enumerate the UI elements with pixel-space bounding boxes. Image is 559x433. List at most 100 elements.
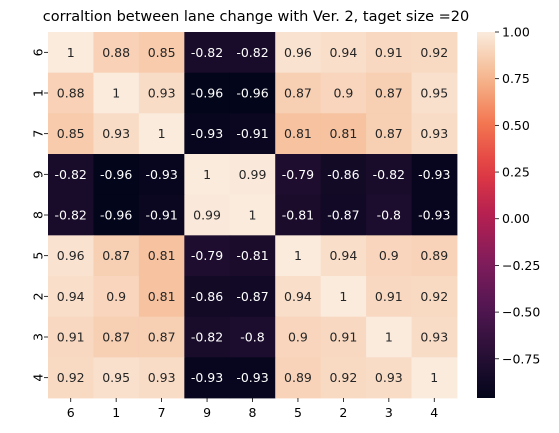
cell-value-label: 0.94 [329, 248, 357, 263]
y-tick-label: 4 [30, 374, 45, 382]
heatmap-cell [138, 357, 185, 399]
cell-value-label: 0.88 [57, 86, 85, 101]
heatmap-cell [93, 154, 140, 196]
cell-value-label: 0.88 [102, 45, 130, 60]
heatmap-cell [320, 357, 367, 399]
heatmap-cell [93, 113, 140, 155]
heatmap-cell [48, 357, 94, 399]
cell-value-label: 0.81 [284, 126, 312, 141]
heatmap-cell [48, 316, 94, 358]
heatmap-cell [411, 357, 458, 399]
heatmap-cell [184, 235, 231, 277]
cell-value-label: 0.85 [57, 126, 85, 141]
x-tick-label: 3 [385, 405, 393, 420]
heatmap-cell [229, 113, 276, 155]
cell-value-label: 0.99 [193, 208, 221, 223]
cell-value-label: 0.9 [333, 86, 353, 101]
cell-value-label: 0.91 [375, 45, 403, 60]
cell-value-label: 0.9 [106, 289, 126, 304]
cell-value-label: -0.93 [191, 126, 223, 141]
cell-value-label: -0.96 [100, 208, 132, 223]
heatmap-cell [411, 276, 458, 318]
heatmap-cell [48, 154, 94, 196]
heatmap-cell [366, 72, 412, 114]
cell-value-label: 0.87 [375, 126, 403, 141]
heatmap-cell [138, 276, 185, 318]
x-tick-label: 4 [430, 405, 438, 420]
heatmap-cell [229, 194, 276, 236]
heatmap-cell [366, 194, 412, 236]
heatmap-cell [229, 235, 276, 277]
cell-value-label: 0.87 [102, 248, 130, 263]
cell-value-label: 0.9 [288, 330, 308, 345]
colorbar-axis: 1.00 0.75 0.50 0.25 0.00 −0.25 −0.50 −0.75 [495, 25, 540, 366]
heatmap-cell [366, 276, 412, 318]
cell-value-label: 0.91 [375, 289, 403, 304]
heatmap-cell [275, 357, 322, 399]
cell-value-label: 0.91 [57, 330, 85, 345]
cell-value-label: 0.92 [57, 370, 85, 385]
cell-value-label: 1 [203, 167, 211, 182]
cell-value-label: 0.85 [148, 45, 176, 60]
cell-value-label: -0.87 [327, 208, 359, 223]
colorbar-tick-label: −0.75 [502, 351, 540, 366]
cell-value-label: -0.96 [236, 86, 268, 101]
heatmap-cell [138, 32, 185, 74]
heatmap-cell [275, 113, 322, 155]
cell-value-label: 0.87 [375, 86, 403, 101]
heatmap-cell [93, 72, 140, 114]
y-tick-label: 9 [30, 170, 45, 178]
heatmap-cell [48, 32, 94, 74]
cell-value-label: 0.93 [375, 370, 403, 385]
cell-value-label: -0.81 [282, 208, 314, 223]
colorbar-tick-label: 0.25 [502, 165, 530, 180]
colorbar-tick-label: 0.50 [502, 118, 530, 133]
cell-value-label: 0.81 [148, 289, 176, 304]
heatmap-cell [320, 235, 367, 277]
cell-value-label: -0.81 [236, 248, 268, 263]
heatmap-cell [366, 235, 412, 277]
heatmap-cell [184, 357, 231, 399]
cell-value-label: 0.93 [148, 86, 176, 101]
heatmap-cell [184, 32, 231, 74]
cell-value-label: -0.8 [240, 330, 264, 345]
cell-value-label: 0.99 [239, 167, 267, 182]
heatmap-cell [184, 154, 231, 196]
x-tick-label: 5 [294, 405, 302, 420]
heatmap-cell [411, 113, 458, 155]
heatmap-cell [184, 316, 231, 358]
cell-value-label: -0.93 [236, 370, 268, 385]
heatmap-cell [275, 154, 322, 196]
colorbar-tick-label: −0.50 [502, 305, 540, 320]
heatmap-cell [48, 235, 94, 277]
cell-value-label: -0.96 [191, 86, 223, 101]
cell-value-label: 1 [158, 126, 166, 141]
cell-value-label: -0.91 [145, 208, 177, 223]
heatmap-cell [411, 32, 458, 74]
heatmap-cell [320, 276, 367, 318]
cell-value-label: -0.93 [418, 208, 450, 223]
heatmap-cell [138, 235, 185, 277]
heatmap-cell [48, 194, 94, 236]
heatmap-cell [366, 113, 412, 155]
heatmap-cell [184, 72, 231, 114]
cell-value-label: 0.94 [329, 45, 357, 60]
y-axis: 6 1 7 9 8 5 2 3 4 [30, 48, 48, 382]
heatmap-cell [138, 194, 185, 236]
x-axis: 6 1 7 9 8 5 2 3 4 [67, 398, 438, 420]
heatmap-cell [320, 72, 367, 114]
cell-value-label: -0.91 [236, 126, 268, 141]
y-tick-label: 3 [30, 333, 45, 341]
heatmap-cell [366, 32, 412, 74]
colorbar-tick-label: 0.75 [502, 71, 530, 86]
cell-value-label: -0.82 [191, 45, 223, 60]
heatmap-cell [366, 316, 412, 358]
x-tick-label: 2 [339, 405, 347, 420]
cell-value-label: 0.9 [379, 248, 399, 263]
heatmap-cells: 1 0.88 0.85 -0.82 -0.82 0.96 0.94 0.91 0.920.88 1… [48, 32, 458, 399]
heatmap-cell [138, 316, 185, 358]
cell-value-label: 1 [294, 248, 302, 263]
heatmap-cell [320, 316, 367, 358]
cell-value-label: 0.96 [284, 45, 312, 60]
colorbar-tick-label: 0.00 [502, 211, 530, 226]
